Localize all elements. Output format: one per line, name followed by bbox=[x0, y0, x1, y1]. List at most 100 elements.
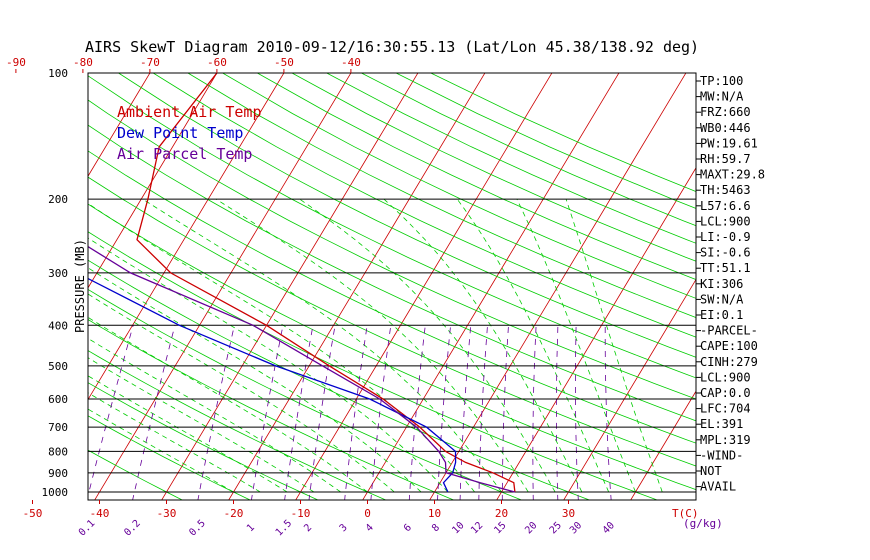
index-value: LI:-0.9 bbox=[700, 230, 751, 244]
index-value: LCL:900 bbox=[700, 370, 751, 384]
legend-entry: Ambient Air Temp bbox=[117, 103, 262, 121]
bottom-temp-label: -10 bbox=[291, 507, 311, 520]
top-temp-label: -60 bbox=[207, 56, 227, 69]
dry-adiabat-line bbox=[88, 124, 696, 422]
index-value: WB0:446 bbox=[700, 121, 751, 135]
pressure-tick-label: 600 bbox=[48, 393, 68, 406]
mixing-ratio-line bbox=[370, 325, 392, 500]
pressure-tick-label: 1000 bbox=[42, 486, 69, 499]
isotherm-line bbox=[88, 73, 218, 289]
index-value: EI:0.1 bbox=[700, 308, 743, 322]
index-value: MW:N/A bbox=[700, 90, 744, 104]
index-value: -PARCEL- bbox=[700, 324, 758, 338]
top-temp-label: -80 bbox=[73, 56, 93, 69]
isotherm-line bbox=[88, 73, 285, 401]
mixing-ratio-line bbox=[197, 325, 235, 500]
moist-adiabat-line bbox=[88, 237, 449, 493]
bottom-temp-label: -30 bbox=[157, 507, 177, 520]
dry-adiabat-line bbox=[152, 73, 696, 338]
isotherm-line bbox=[94, 73, 352, 500]
moist-adiabat-line bbox=[88, 267, 422, 493]
dew-point-tempseries-line bbox=[88, 277, 457, 493]
top-temp-label: -40 bbox=[341, 56, 361, 69]
dry-adiabat-line bbox=[88, 203, 696, 491]
index-value: PW:19.61 bbox=[700, 136, 758, 150]
dry-adiabat-line bbox=[88, 288, 523, 500]
index-value: AVAIL bbox=[700, 480, 736, 494]
dry-adiabat-line bbox=[291, 73, 696, 262]
top-temp-label: -90 bbox=[6, 56, 26, 69]
index-value: LFC:704 bbox=[700, 402, 751, 416]
pressure-axis: 100 200 300 400 500 600 700 800 900 1000 bbox=[42, 67, 69, 499]
dry-adiabat-line bbox=[88, 319, 455, 500]
pressure-tick-label: 500 bbox=[48, 360, 68, 373]
dry-adiabat-line bbox=[88, 259, 591, 500]
isotherm-line bbox=[362, 73, 620, 500]
bottom-temp-label: 10 bbox=[428, 507, 441, 520]
mixing-ratio-line bbox=[575, 325, 579, 500]
legend-entry: Air Parcel Temp bbox=[117, 145, 252, 163]
index-value: LCL:900 bbox=[700, 214, 751, 228]
dry-adiabat-line bbox=[88, 382, 319, 500]
dry-adiabat-line bbox=[88, 415, 252, 500]
mixing-ratio-line bbox=[478, 325, 488, 500]
mixing-ratio-line bbox=[437, 325, 451, 500]
ambient-air-tempseries-line bbox=[136, 73, 516, 493]
mixing-ratio-line bbox=[459, 325, 472, 500]
pressure-tick-label: 100 bbox=[48, 67, 68, 80]
bottom-temp-label: -50 bbox=[23, 507, 43, 520]
index-value: RH:59.7 bbox=[700, 152, 751, 166]
index-value: KI:306 bbox=[700, 277, 743, 291]
index-value: TT:51.1 bbox=[700, 261, 751, 275]
dry-adiabat-line bbox=[88, 75, 696, 379]
moist-adiabat-line bbox=[88, 337, 341, 493]
mixing-ratio-line bbox=[344, 325, 368, 500]
isotherm-line bbox=[630, 390, 696, 500]
y-axis-label: PRESSURE (MB) bbox=[73, 239, 87, 333]
bottom-temp-label: -20 bbox=[224, 507, 244, 520]
isotherm-line bbox=[295, 73, 553, 500]
mixing-ratio-line bbox=[88, 325, 134, 498]
pressure-tick-label: 700 bbox=[48, 421, 68, 434]
index-value: FRZ:660 bbox=[700, 105, 751, 119]
index-value: EL:391 bbox=[700, 417, 743, 431]
dry-adiabat-line bbox=[88, 176, 696, 467]
chart-title: AIRS SkewT Diagram 2010-09-12/16:30:55.1… bbox=[85, 38, 699, 56]
bottom-temp-label: -40 bbox=[90, 507, 110, 520]
top-temp-label: -70 bbox=[140, 56, 160, 69]
index-value: CINH:279 bbox=[700, 355, 758, 369]
mixing-ratio-line bbox=[408, 325, 426, 500]
isobar-lines bbox=[88, 198, 696, 493]
dry-adiabat-line bbox=[187, 73, 696, 318]
dry-adiabat-line bbox=[88, 231, 659, 500]
index-value: TP:100 bbox=[700, 74, 743, 88]
mixing-ratio-line bbox=[284, 325, 314, 500]
dry-adiabat-line bbox=[88, 449, 184, 500]
pressure-tick-label: 200 bbox=[48, 193, 68, 206]
dry-adiabat-line bbox=[118, 73, 696, 358]
index-value: SI:-0.6 bbox=[700, 246, 751, 260]
mixing-ratio-line bbox=[532, 325, 537, 500]
bottom-temp-label: 30 bbox=[562, 507, 575, 520]
index-value: CAP:0.0 bbox=[700, 386, 751, 400]
isotherm-line bbox=[161, 73, 419, 500]
moist-adiabat-line bbox=[565, 198, 663, 493]
dry-adiabat-line bbox=[88, 150, 696, 444]
mixing-ratio-line bbox=[604, 325, 612, 500]
bottom-temp-unit: T(C) bbox=[672, 507, 699, 520]
plot-frame bbox=[87, 72, 697, 501]
mixing-ratio-line bbox=[132, 325, 176, 500]
dry-adiabat-line bbox=[257, 73, 696, 280]
dry-adiabat-line bbox=[88, 350, 387, 500]
index-value: NOT bbox=[700, 464, 722, 478]
pressure-tick-label: 800 bbox=[48, 445, 68, 458]
mixing-ratio-line bbox=[556, 325, 559, 500]
bottom-temp-label: 20 bbox=[495, 507, 508, 520]
mixing-ratio-line bbox=[501, 325, 509, 500]
index-value: CAPE:100 bbox=[700, 339, 758, 353]
index-value: MPL:319 bbox=[700, 433, 751, 447]
isotherm-line bbox=[88, 73, 151, 177]
pressure-tick-label: 300 bbox=[48, 267, 68, 280]
